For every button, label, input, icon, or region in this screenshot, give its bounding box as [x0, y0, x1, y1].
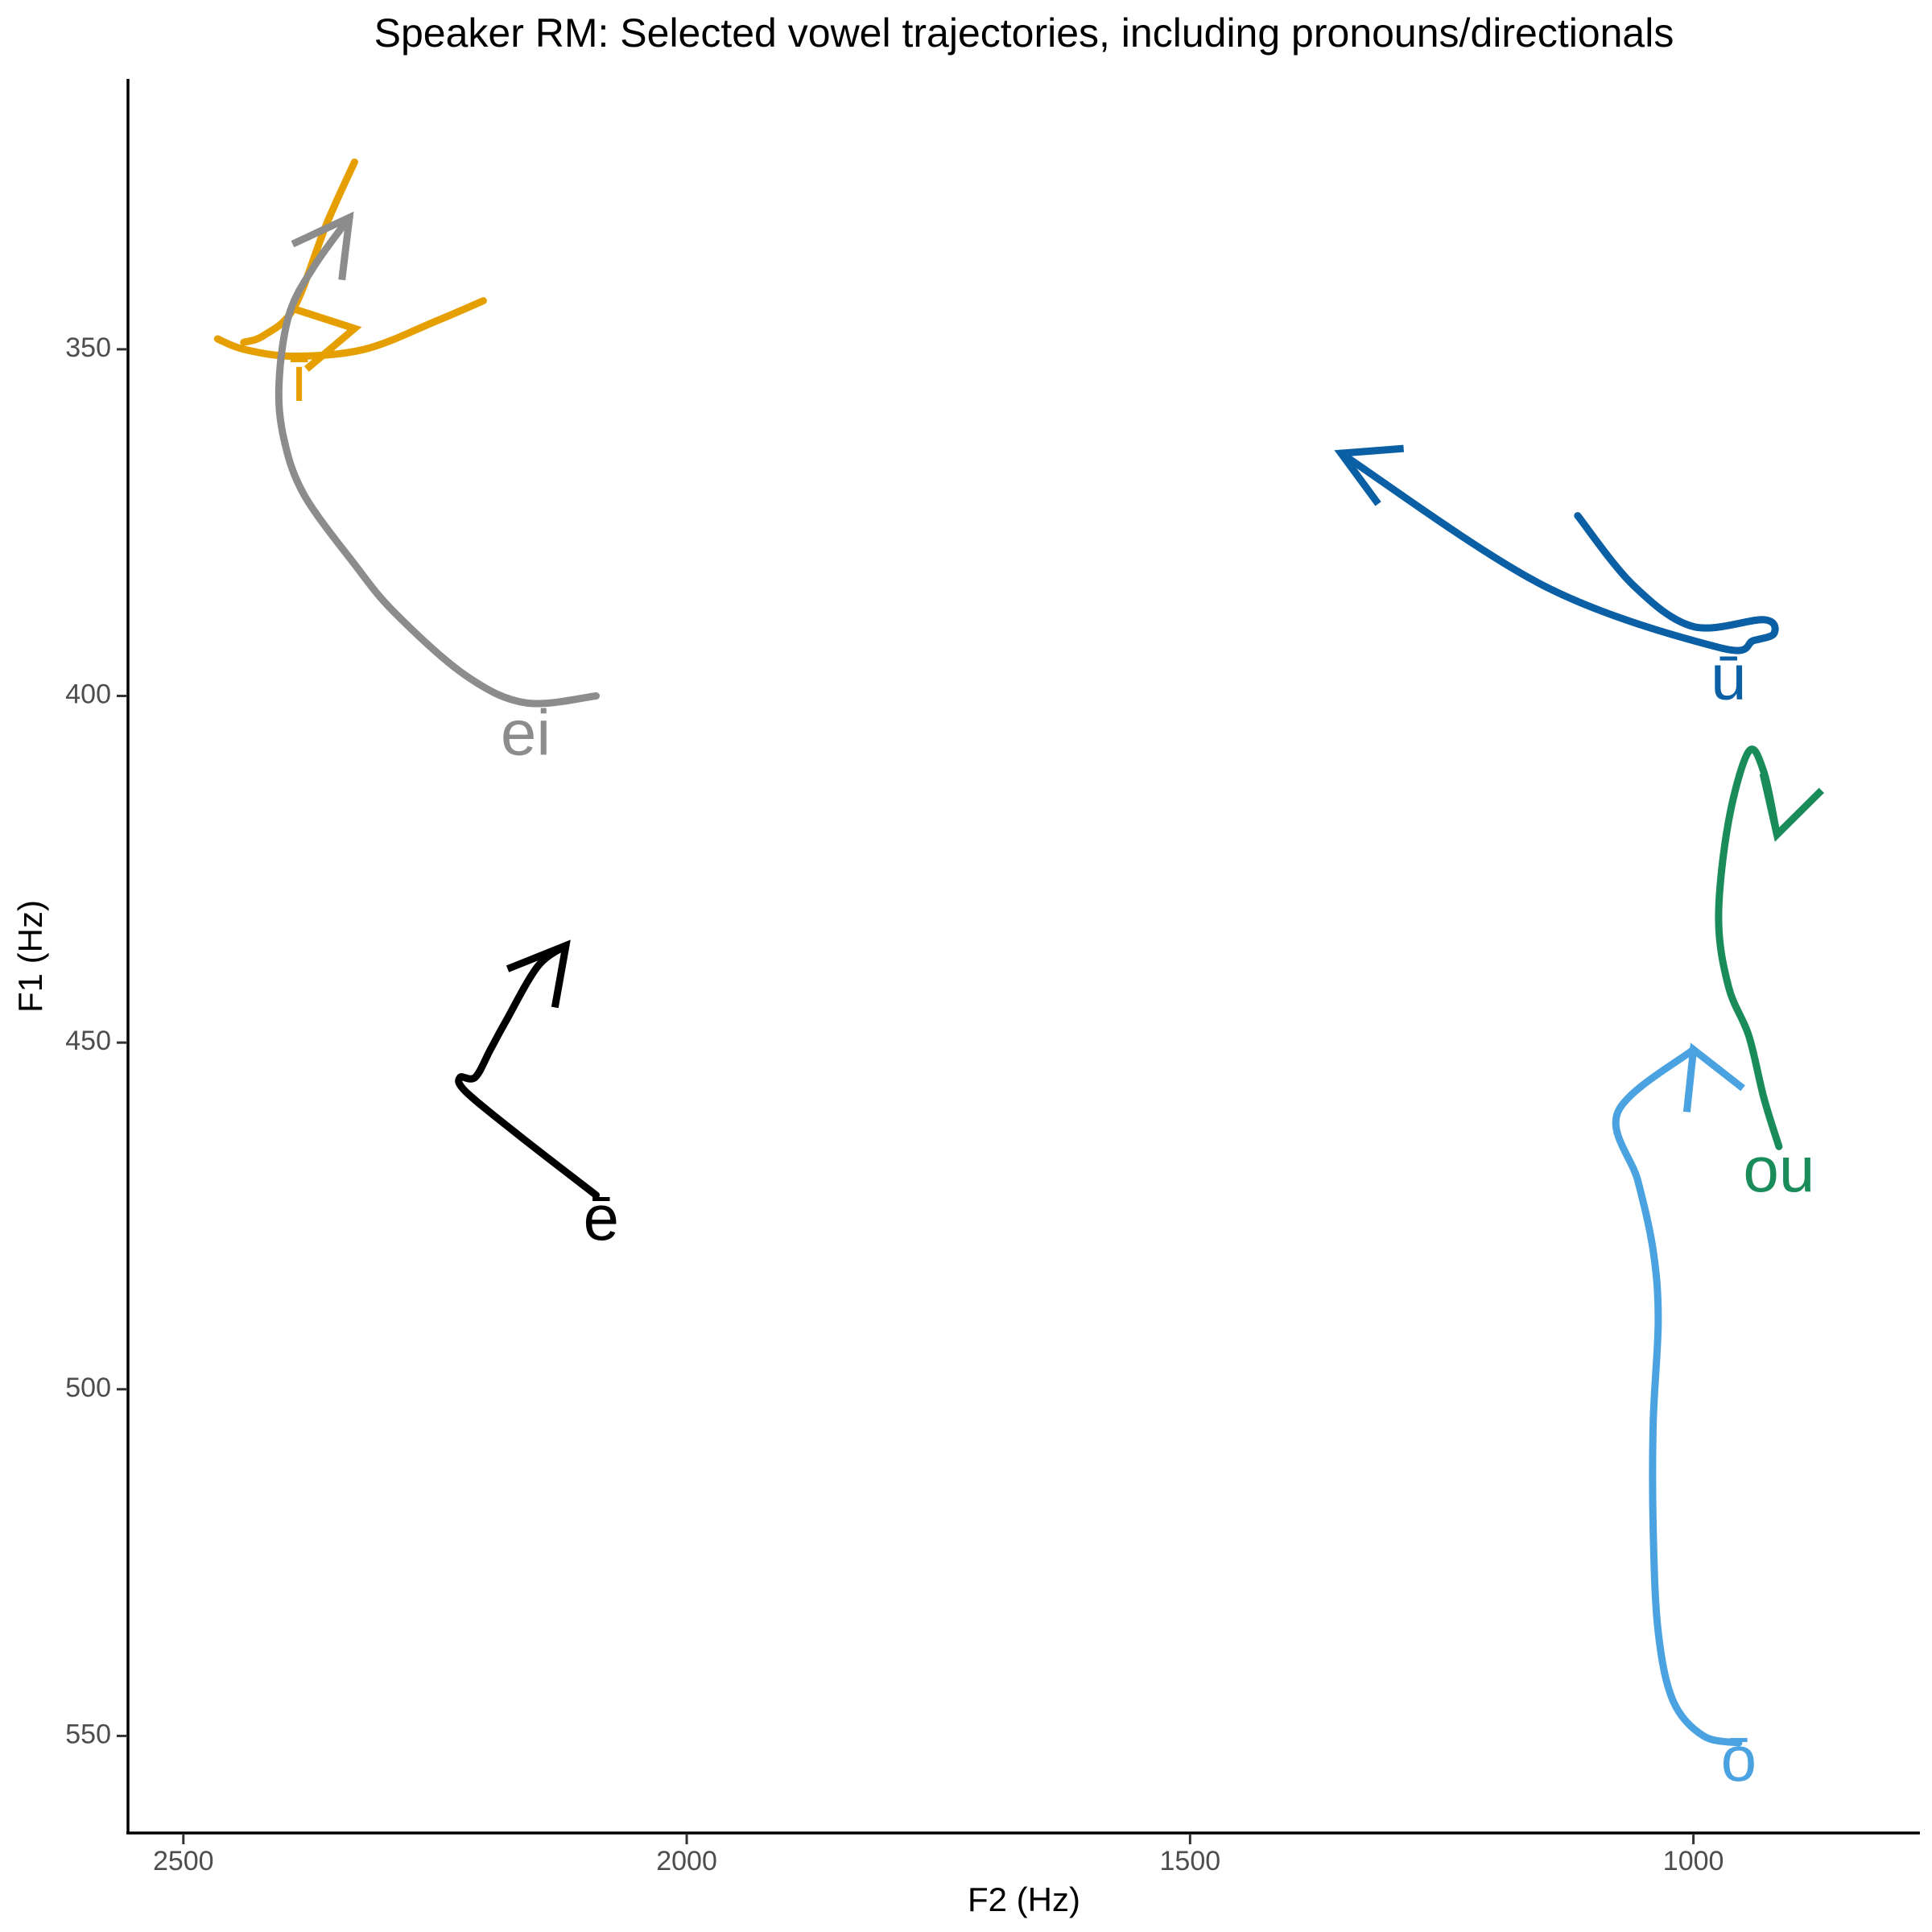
x-tick-label: 1500: [1160, 1846, 1221, 1876]
arrowhead: [1682, 1042, 1745, 1113]
trajectory-line: [213, 297, 487, 360]
vowel-label: ū: [1711, 641, 1747, 712]
y-tick-label: 450: [65, 1026, 111, 1056]
arrowhead: [291, 211, 354, 281]
y-tick-label: 550: [65, 1719, 111, 1749]
trajectory-line: [455, 942, 600, 1199]
trajectory-line: [1715, 745, 1783, 1150]
y-tick-label: 350: [65, 332, 111, 363]
vowel-label: ī: [290, 343, 308, 415]
x-tick-label: 1000: [1663, 1846, 1724, 1876]
y-axis-ticks: 350 400 450 500 550: [65, 332, 126, 1749]
series-ī: ī: [213, 158, 487, 415]
arrowhead: [1334, 444, 1405, 506]
arrowhead: [293, 305, 362, 372]
y-tick-label: 400: [65, 679, 111, 710]
trajectory-line: [1337, 449, 1779, 654]
y-tick-label: 500: [65, 1373, 111, 1403]
series-ē: ē: [455, 942, 620, 1253]
vowel-label: ei: [501, 696, 551, 768]
series-ei: ei: [275, 213, 600, 768]
x-tick-label: 2000: [656, 1846, 717, 1876]
vowel-label: ē: [584, 1182, 620, 1253]
trajectory-line: [275, 213, 600, 708]
series-ou: ou: [1715, 745, 1814, 1205]
chart-title: Speaker RM: Selected vowel trajectories,…: [374, 10, 1674, 56]
y-axis-title: F1 (Hz): [11, 900, 49, 1013]
x-axis-ticks: 2500 2000 1500 1000: [153, 1835, 1724, 1876]
arrowhead: [506, 939, 571, 1009]
vowel-label: ō: [1721, 1723, 1757, 1794]
trajectory-line: [240, 158, 358, 346]
arrowhead: [1759, 772, 1824, 842]
plot-area: ī ei ē ū ou ō: [213, 158, 1824, 1794]
series-ō: ō: [1612, 1046, 1757, 1794]
x-tick-label: 2500: [153, 1846, 214, 1876]
vowel-label: ou: [1743, 1133, 1814, 1205]
series-ū: ū: [1337, 449, 1779, 712]
x-axis-title: F2 (Hz): [968, 1880, 1080, 1918]
trajectory-line: [1612, 1046, 1743, 1747]
